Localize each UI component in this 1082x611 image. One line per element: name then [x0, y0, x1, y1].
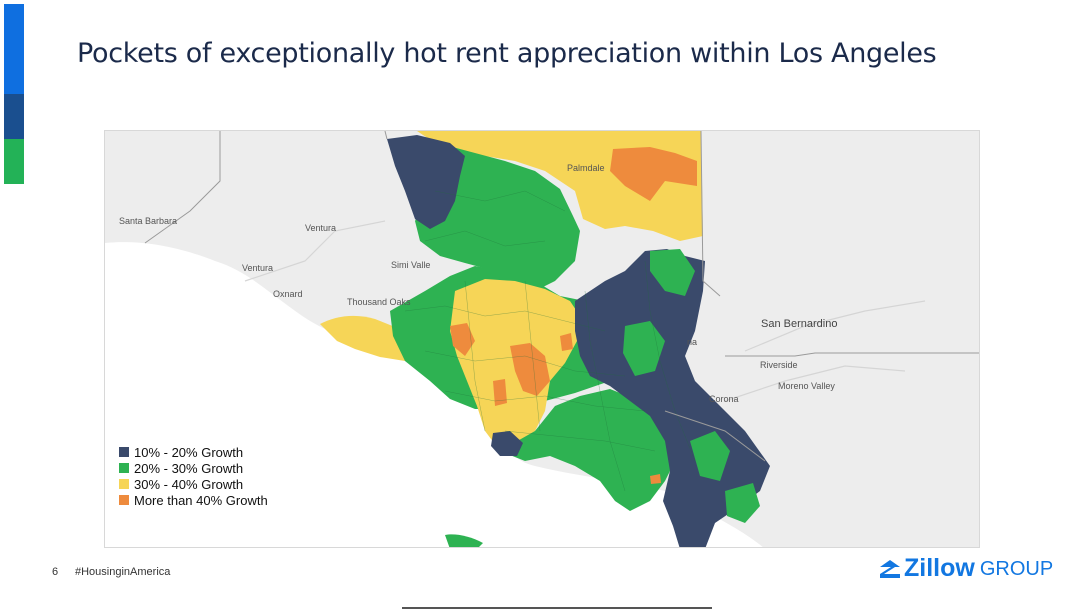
- legend-item-20-30: 20% - 30% Growth: [119, 460, 268, 476]
- map-canvas: Santa Barbara Ventura Ventura Oxnard Sim…: [105, 131, 979, 547]
- label-pomona-partial: na: [687, 337, 697, 347]
- region-core-orange-1: [510, 343, 550, 396]
- label-corona: Corona: [709, 394, 739, 404]
- accent-bar-top: [4, 4, 24, 94]
- logo-suffix: GROUP: [979, 558, 1054, 580]
- legend-swatch: [119, 479, 129, 489]
- label-oxnard: Oxnard: [273, 289, 303, 299]
- region-coast-orange: [650, 474, 661, 484]
- accent-bar-bottom: [4, 139, 24, 184]
- label-san-bernardino: San Bernardino: [761, 318, 837, 330]
- tract-borders: [404, 190, 696, 492]
- rent-growth-map[interactable]: Santa Barbara Ventura Ventura Oxnard Sim…: [104, 130, 980, 548]
- page-number: 6: [52, 566, 59, 578]
- region-core-orange-4: [560, 333, 573, 351]
- legend-swatch: [119, 447, 129, 457]
- roads: [244, 220, 926, 402]
- county-boundaries: [144, 131, 979, 462]
- legend-label: More than 40% Growth: [134, 492, 268, 508]
- region-malibu-yellow: [320, 315, 425, 361]
- label-moreno-valley: Moreno Valley: [778, 381, 835, 391]
- legend-label: 10% - 20% Growth: [134, 444, 244, 460]
- logo-wordmark: Zillow: [904, 554, 975, 582]
- zillow-group-logo: Zillow GROUP: [878, 554, 1054, 582]
- region-south-green: [500, 389, 675, 511]
- region-northwest-navy: [387, 135, 465, 229]
- bottom-divider: [402, 607, 712, 609]
- region-core-orange-3: [493, 379, 507, 406]
- legend-swatch: [119, 463, 129, 473]
- legend-item-over-40: More than 40% Growth: [119, 492, 268, 508]
- zillow-z-icon: [880, 560, 900, 578]
- footer-hashtag: #HousinginAmerica: [75, 566, 171, 578]
- region-east-green-4: [725, 483, 760, 523]
- label-palmdale: Palmdale: [567, 163, 605, 173]
- region-east-green-1: [650, 249, 695, 296]
- region-core-orange-2: [450, 323, 475, 356]
- accent-bar-middle: [4, 94, 24, 139]
- label-santa-barbara: Santa Barbara: [119, 216, 177, 226]
- region-palos-verdes-navy: [491, 431, 523, 456]
- region-north-orange: [610, 147, 697, 201]
- label-ventura-county: Ventura: [305, 223, 336, 233]
- slide-title: Pockets of exceptionally hot rent apprec…: [77, 38, 937, 69]
- label-ventura-city: Ventura: [242, 263, 273, 273]
- label-riverside: Riverside: [760, 360, 798, 370]
- label-simi-valley: Simi Valle: [391, 260, 430, 270]
- label-thousand-oaks: Thousand Oaks: [347, 297, 411, 307]
- legend-label: 20% - 30% Growth: [134, 460, 244, 476]
- legend-label: 30% - 40% Growth: [134, 476, 244, 492]
- ocean: [105, 242, 763, 547]
- legend-item-30-40: 30% - 40% Growth: [119, 476, 268, 492]
- legend-swatch: [119, 495, 129, 505]
- map-legend: 10% - 20% Growth 20% - 30% Growth 30% - …: [119, 444, 268, 508]
- legend-item-10-20: 10% - 20% Growth: [119, 444, 268, 460]
- region-east-green-2: [623, 321, 665, 376]
- island: [445, 534, 483, 547]
- region-east-green-3: [690, 431, 730, 481]
